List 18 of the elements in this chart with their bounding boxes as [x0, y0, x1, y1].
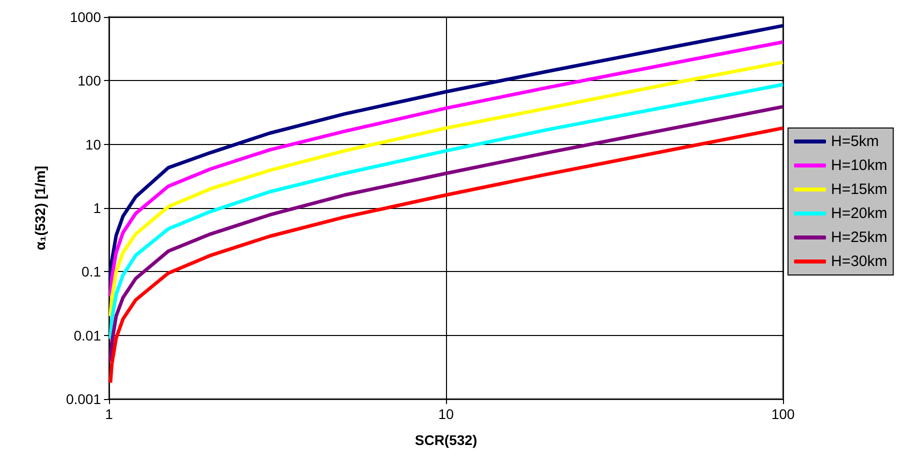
legend-label: H=30km [831, 253, 888, 270]
y-axis-title: α₁(532) [1/m] [32, 166, 48, 250]
legend-label: H=20km [831, 205, 888, 222]
y-tick-label: 0.001 [66, 391, 102, 407]
legend-label: H=15km [831, 181, 888, 198]
legend-label: H=10km [831, 157, 888, 174]
y-tick-label: 0.1 [82, 264, 102, 280]
x-tick-label: 10 [438, 406, 454, 422]
legend-label: H=25km [831, 229, 888, 246]
legend-label: H=5km [831, 133, 879, 150]
y-tick-label: 1000 [70, 9, 102, 25]
x-tick-label: 1 [105, 406, 114, 422]
x-tick-label: 100 [771, 406, 795, 422]
y-tick-label: 100 [78, 72, 102, 89]
y-tick-label: 10 [85, 136, 102, 152]
y-tick-label: 0.01 [74, 327, 102, 344]
x-axis-title: SCR(532) [414, 432, 478, 448]
y-tick-label: 1 [93, 200, 102, 216]
